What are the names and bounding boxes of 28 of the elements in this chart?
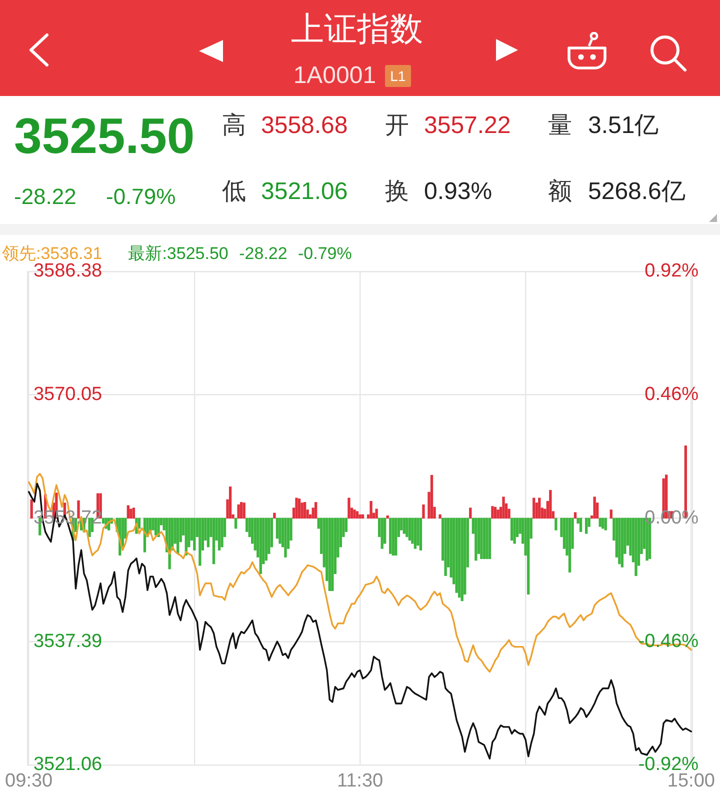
text: 3.51亿	[588, 112, 659, 140]
y-tick-label: 3537.39	[33, 630, 102, 652]
text: 额	[548, 178, 572, 206]
x-tick-label: 15:00	[667, 770, 715, 792]
text: 换	[385, 178, 409, 206]
y2-tick-label: 0.92%	[644, 260, 699, 282]
text: 开	[385, 112, 409, 140]
text: 高	[222, 112, 246, 140]
y-tick-label: 3586.38	[33, 260, 102, 282]
x-tick-label: 11:30	[336, 770, 384, 792]
text: 3557.22	[424, 112, 511, 140]
chart-subtitle: 1A0001	[293, 62, 376, 89]
text: -28.22	[14, 184, 76, 209]
text: 5268.6亿	[588, 178, 686, 206]
text: 领先:3536.31	[2, 243, 102, 263]
text: 3525.50	[14, 108, 195, 165]
text: 低	[222, 178, 246, 206]
y2-tick-label: 0.46%	[644, 384, 699, 406]
chart-title: 上证指数	[290, 9, 424, 49]
y-tick-label: 3570.05	[33, 384, 102, 406]
badge: L1	[385, 64, 411, 86]
text: 3521.06	[261, 178, 348, 206]
text: 3558.68	[261, 112, 348, 140]
text: 0.93%	[424, 178, 492, 206]
text: 量	[548, 112, 572, 140]
x-tick-label: 09:30	[5, 770, 53, 792]
text: -0.79%	[106, 184, 176, 209]
text: 最新:3525.50 -28.22 -0.79%	[128, 243, 352, 265]
